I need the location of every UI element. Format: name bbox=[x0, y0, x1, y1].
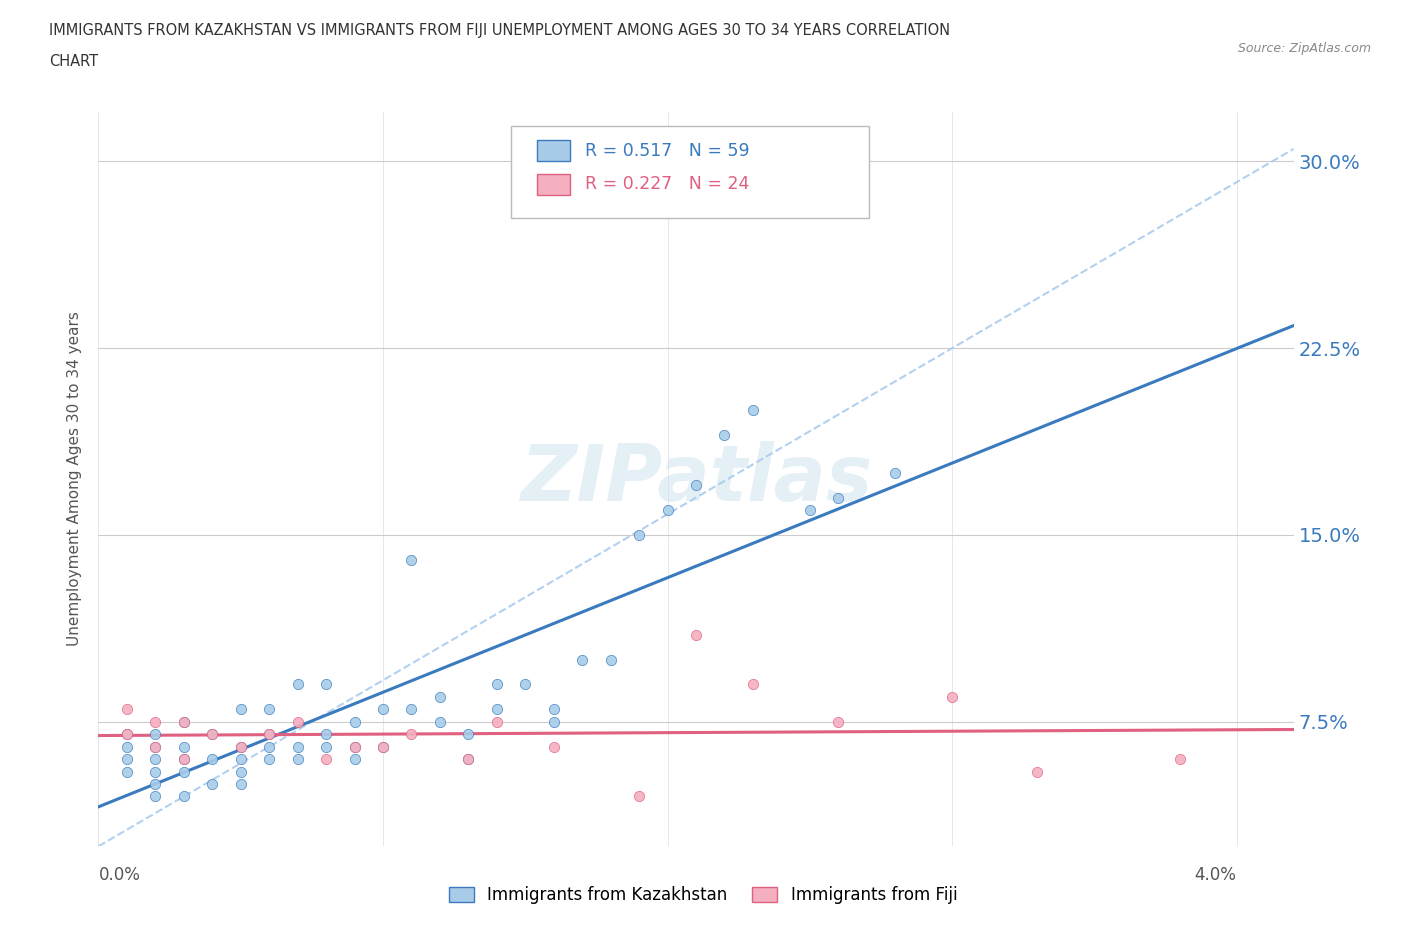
Point bbox=[315, 726, 337, 741]
Point bbox=[201, 726, 224, 741]
Point bbox=[115, 751, 138, 766]
Point bbox=[315, 739, 337, 754]
Point bbox=[143, 726, 166, 741]
Point bbox=[257, 751, 280, 766]
Point bbox=[343, 751, 366, 766]
Point bbox=[485, 714, 508, 729]
Point bbox=[229, 751, 252, 766]
FancyBboxPatch shape bbox=[537, 174, 571, 194]
Point bbox=[685, 478, 707, 493]
Text: R = 0.517   N = 59: R = 0.517 N = 59 bbox=[585, 141, 749, 160]
Point bbox=[741, 677, 763, 692]
Point bbox=[229, 764, 252, 779]
Text: IMMIGRANTS FROM KAZAKHSTAN VS IMMIGRANTS FROM FIJI UNEMPLOYMENT AMONG AGES 30 TO: IMMIGRANTS FROM KAZAKHSTAN VS IMMIGRANTS… bbox=[49, 23, 950, 38]
Point bbox=[115, 726, 138, 741]
Point bbox=[173, 751, 195, 766]
Point bbox=[343, 739, 366, 754]
Point bbox=[115, 764, 138, 779]
Point bbox=[201, 751, 224, 766]
Point bbox=[143, 777, 166, 791]
Text: CHART: CHART bbox=[49, 54, 98, 69]
Point bbox=[371, 739, 394, 754]
Point bbox=[143, 739, 166, 754]
Point bbox=[315, 751, 337, 766]
Point bbox=[201, 726, 224, 741]
Point bbox=[229, 702, 252, 717]
Point bbox=[628, 527, 651, 542]
Point bbox=[173, 714, 195, 729]
Point bbox=[257, 702, 280, 717]
Point bbox=[713, 428, 735, 443]
FancyBboxPatch shape bbox=[510, 126, 869, 219]
Point bbox=[657, 502, 679, 517]
Point bbox=[457, 726, 479, 741]
Point bbox=[115, 726, 138, 741]
Point bbox=[485, 677, 508, 692]
Point bbox=[457, 751, 479, 766]
Point bbox=[143, 789, 166, 804]
Point bbox=[143, 714, 166, 729]
Point bbox=[115, 739, 138, 754]
Point bbox=[287, 751, 309, 766]
Point bbox=[457, 751, 479, 766]
Point bbox=[941, 689, 963, 704]
Point bbox=[543, 714, 565, 729]
Text: R = 0.227   N = 24: R = 0.227 N = 24 bbox=[585, 176, 749, 193]
Point bbox=[429, 714, 451, 729]
Point bbox=[229, 739, 252, 754]
Point bbox=[401, 552, 423, 567]
Point bbox=[343, 739, 366, 754]
Point bbox=[827, 490, 849, 505]
Point bbox=[628, 789, 651, 804]
Point bbox=[257, 726, 280, 741]
Point bbox=[543, 702, 565, 717]
Point bbox=[1026, 764, 1049, 779]
Point bbox=[173, 739, 195, 754]
Point bbox=[143, 739, 166, 754]
Point bbox=[173, 751, 195, 766]
Point bbox=[485, 702, 508, 717]
Point bbox=[827, 714, 849, 729]
Point bbox=[173, 789, 195, 804]
FancyBboxPatch shape bbox=[537, 140, 571, 161]
Point bbox=[173, 714, 195, 729]
Point bbox=[201, 777, 224, 791]
Point bbox=[401, 702, 423, 717]
Point bbox=[515, 677, 537, 692]
Point bbox=[257, 726, 280, 741]
Point bbox=[229, 739, 252, 754]
Point bbox=[143, 751, 166, 766]
Point bbox=[287, 714, 309, 729]
Point bbox=[1168, 751, 1191, 766]
Point bbox=[115, 702, 138, 717]
Point bbox=[173, 764, 195, 779]
Point bbox=[429, 689, 451, 704]
Point bbox=[315, 677, 337, 692]
Point bbox=[229, 777, 252, 791]
Point bbox=[287, 739, 309, 754]
Text: 0.0%: 0.0% bbox=[98, 866, 141, 884]
Point bbox=[599, 652, 621, 667]
Point bbox=[343, 714, 366, 729]
Legend: Immigrants from Kazakhstan, Immigrants from Fiji: Immigrants from Kazakhstan, Immigrants f… bbox=[440, 878, 966, 912]
Point bbox=[799, 502, 821, 517]
Point bbox=[257, 739, 280, 754]
Point bbox=[371, 739, 394, 754]
Point bbox=[884, 465, 907, 480]
Point bbox=[685, 627, 707, 642]
Point bbox=[143, 764, 166, 779]
Y-axis label: Unemployment Among Ages 30 to 34 years: Unemployment Among Ages 30 to 34 years bbox=[67, 312, 83, 646]
Text: Source: ZipAtlas.com: Source: ZipAtlas.com bbox=[1237, 42, 1371, 55]
Point bbox=[371, 702, 394, 717]
Point bbox=[287, 677, 309, 692]
Point bbox=[543, 739, 565, 754]
Point bbox=[401, 726, 423, 741]
Text: ZIPatlas: ZIPatlas bbox=[520, 441, 872, 517]
Text: 4.0%: 4.0% bbox=[1195, 866, 1237, 884]
Point bbox=[741, 403, 763, 418]
Point bbox=[571, 652, 593, 667]
